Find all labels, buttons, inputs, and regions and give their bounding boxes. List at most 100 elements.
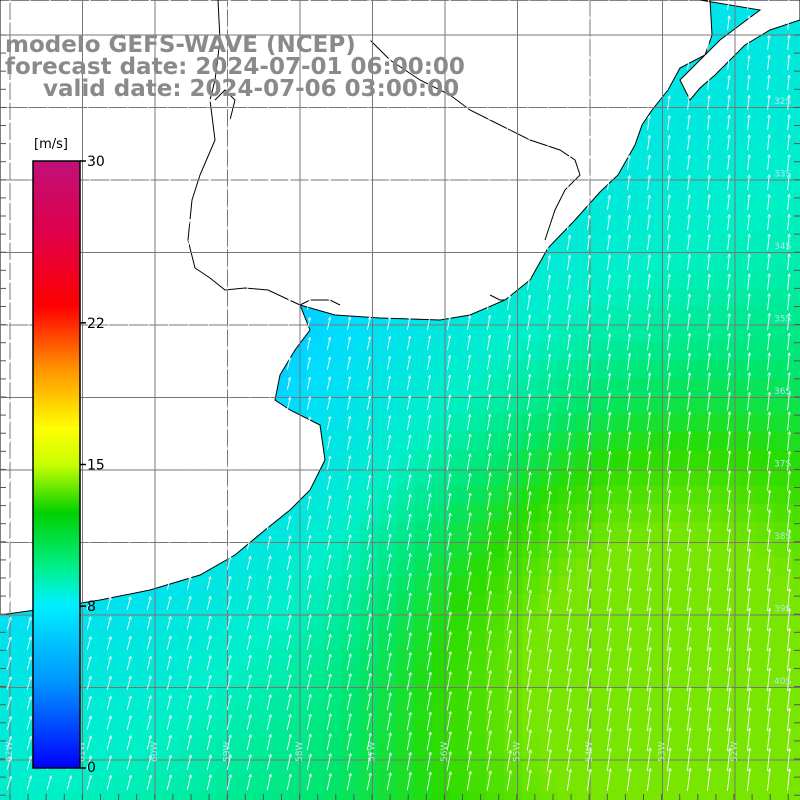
wind-arrow [647, 36, 650, 50]
wind-arrow [487, 37, 490, 50]
wind-arrow [266, 318, 270, 330]
wind-arrow [667, 0, 670, 10]
wind-arrow [727, 76, 730, 90]
wind-arrow [126, 399, 130, 410]
wind-arrow [586, 374, 590, 391]
wind-arrow [6, 121, 10, 130]
wind-arrow [366, 396, 370, 410]
wind-arrow [687, 0, 690, 10]
wind-arrow [787, 294, 790, 311]
wind-arrow [226, 159, 230, 170]
wind-arrow [627, 373, 630, 391]
wind-arrow [206, 179, 210, 190]
wind-arrow [526, 355, 530, 371]
wind-arrow [587, 216, 590, 230]
wind-arrow [326, 138, 329, 150]
wind-arrow [487, 236, 490, 250]
wind-arrow [346, 158, 349, 170]
wind-arrow [467, 77, 470, 90]
wind-arrow [106, 160, 110, 170]
wind-arrow [426, 277, 430, 290]
wind-arrow [126, 419, 130, 430]
wind-arrow [106, 0, 110, 10]
wind-arrow [707, 235, 710, 251]
colorbar-tick-label: 0 [87, 760, 96, 776]
wind-arrow [527, 216, 530, 230]
wind-arrow [266, 299, 270, 310]
wind-arrow [86, 280, 90, 290]
wind-arrow [26, 261, 30, 270]
wind-arrow [186, 379, 190, 390]
wind-arrow [166, 120, 170, 130]
wind-arrow [407, 157, 410, 170]
wind-arrow [266, 59, 269, 70]
wind-arrow [426, 257, 430, 270]
wind-arrow [687, 393, 690, 411]
wind-arrow [507, 157, 510, 170]
wind-arrow [266, 199, 270, 210]
wind-arrow [146, 180, 150, 190]
wind-arrow [26, 121, 30, 130]
wind-arrow [567, 57, 570, 70]
wind-arrow [547, 57, 550, 70]
wind-arrow [346, 297, 350, 310]
wind-arrow [527, 256, 530, 270]
wind-arrow [787, 175, 790, 191]
wind-arrow [447, 18, 450, 30]
wind-arrow [487, 137, 490, 150]
wind-arrow [607, 315, 610, 331]
wind-arrow [546, 335, 550, 351]
wind-arrow [647, 334, 650, 351]
wind-arrow [787, 314, 790, 331]
wind-arrow [226, 418, 230, 430]
wind-arrow [386, 277, 390, 290]
wind-arrow [286, 278, 290, 290]
wind-arrow [186, 359, 190, 370]
wind-arrow [627, 37, 630, 50]
wind-arrow [787, 333, 790, 351]
wind-arrow [266, 119, 269, 130]
wind-arrow [687, 373, 690, 391]
wind-arrow [206, 379, 210, 390]
wind-arrow [767, 76, 770, 90]
wind-arrow [647, 156, 650, 170]
wind-arrow [506, 315, 510, 330]
wind-arrow [126, 300, 129, 310]
wind-arrow [286, 119, 289, 130]
wind-arrow [86, 160, 90, 170]
wind-arrow [346, 337, 350, 350]
wind-arrow [567, 295, 570, 310]
wind-arrow [306, 298, 310, 310]
wind-arrow [647, 0, 650, 10]
wind-arrow [106, 260, 110, 270]
wind-arrow [66, 20, 70, 30]
wind-arrow [6, 360, 10, 370]
wind-arrow [346, 238, 350, 250]
wind-arrow [566, 394, 570, 411]
wind-arrow [747, 334, 750, 351]
wind-arrow [206, 19, 210, 30]
wind-arrow [26, 221, 30, 230]
wind-arrow [86, 100, 90, 110]
wind-arrow [406, 297, 410, 310]
wind-arrow [727, 215, 730, 231]
wind-arrow [527, 176, 530, 190]
wind-arrow [366, 377, 370, 390]
wind-arrow [506, 335, 510, 350]
wind-arrow [306, 218, 310, 230]
wind-arrow [446, 395, 450, 410]
wind-arrow [126, 160, 129, 170]
wind-arrow [126, 100, 129, 110]
wind-arrow [206, 399, 210, 410]
wind-arrow [206, 418, 210, 430]
wind-arrow [266, 398, 270, 410]
latitude-label: 40S [774, 677, 791, 687]
wind-arrow [527, 117, 530, 130]
wind-arrow [547, 117, 550, 130]
wind-arrow [627, 196, 630, 210]
wind-arrow [687, 215, 690, 230]
wind-arrow [6, 161, 9, 170]
wind-arrow [366, 357, 370, 370]
wind-arrow [527, 97, 530, 110]
wind-arrow [206, 259, 210, 270]
